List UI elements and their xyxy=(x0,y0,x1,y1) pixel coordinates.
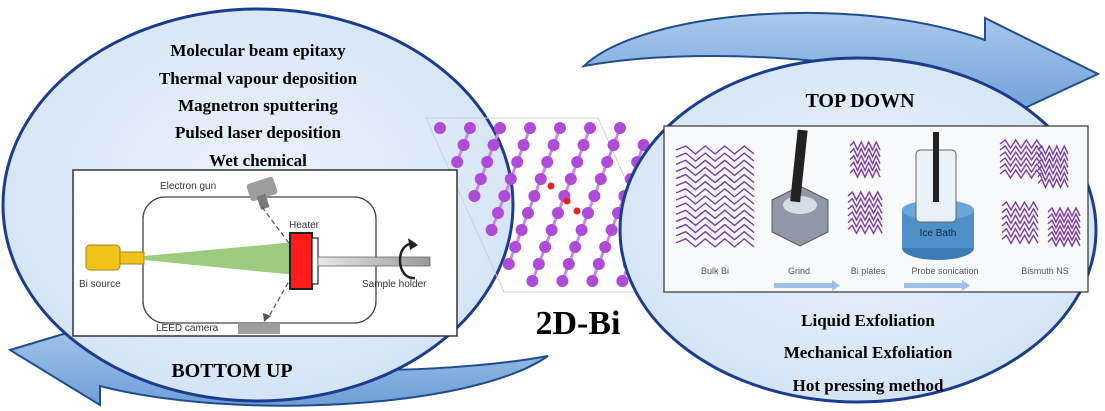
bi-plate-icon xyxy=(849,140,881,179)
bi-atom xyxy=(601,156,614,168)
bi-atom xyxy=(526,275,539,287)
defect-atom xyxy=(563,197,571,205)
top-cycle-arrow xyxy=(580,11,1101,120)
defect-atom xyxy=(573,207,581,215)
bi-atom xyxy=(571,156,584,168)
bi-atom xyxy=(434,122,446,134)
bi-atom xyxy=(582,207,594,219)
bi-atom xyxy=(545,224,558,236)
bi-atom xyxy=(556,275,569,287)
bi-atom xyxy=(481,156,494,168)
step-label-grind: Grind xyxy=(788,266,810,276)
mbe-apparatus: Electron gun Heater Bi source Sample hol… xyxy=(72,169,458,337)
bi-atom xyxy=(616,275,629,287)
grind-mortar-icon xyxy=(771,129,829,247)
bulk-bi-crystal-icon xyxy=(675,145,755,248)
bi-atom xyxy=(504,173,517,185)
bi-atom xyxy=(586,275,599,287)
bi-atom xyxy=(509,241,522,253)
top-down-title: TOP DOWN xyxy=(805,90,915,112)
bi-atom xyxy=(468,190,481,202)
step-label-probe-sonication: Probe sonication xyxy=(911,266,978,276)
step-label-bismuth-ns: Bismuth NS xyxy=(1021,266,1069,276)
method-thermal-vapour: Thermal vapour deposition xyxy=(159,69,358,88)
bi-atom xyxy=(474,173,487,185)
probe-sonication-beaker-icon: Ice Bath xyxy=(902,132,974,260)
bi-atom xyxy=(524,122,536,134)
bi-atom xyxy=(562,258,575,270)
bi-atom xyxy=(498,190,511,202)
method-liquid-exfoliation: Liquid Exfoliation xyxy=(801,311,935,330)
exfoliation-process-panel: Ice Bath Bulk Bi Grind Bi plates Probe s… xyxy=(663,125,1089,293)
step-arrow-2 xyxy=(904,283,962,288)
bi-source-icon xyxy=(85,244,145,271)
label-sample-holder: Sample holder xyxy=(362,279,427,290)
label-electron-gun: Electron gun xyxy=(160,181,216,192)
bi-atom xyxy=(607,139,620,151)
bismuthene-lattice xyxy=(425,117,677,293)
bi-atom xyxy=(588,190,601,202)
bi-atom xyxy=(564,173,577,185)
bi-atom xyxy=(532,258,545,270)
bi-atom xyxy=(517,139,530,151)
bi-atom xyxy=(594,173,607,185)
bi-atom xyxy=(539,241,552,253)
bi-atom xyxy=(547,139,560,151)
electron-gun-icon xyxy=(246,176,278,210)
bi-atom xyxy=(614,122,626,134)
bi-atom xyxy=(584,122,596,134)
bottom-up-title: BOTTOM UP xyxy=(171,360,292,382)
step-label-bulk-bi: Bulk Bi xyxy=(701,266,729,276)
bi-plate-icon xyxy=(847,190,883,235)
ice-bath-label: Ice Bath xyxy=(920,228,957,239)
step-label-bi-plates: Bi plates xyxy=(851,266,886,276)
method-mbe: Molecular beam epitaxy xyxy=(170,41,346,60)
sample-holder-rod xyxy=(317,256,431,267)
bi-atom xyxy=(637,139,650,151)
label-bi-source: Bi source xyxy=(79,279,121,290)
bi-atom xyxy=(487,139,500,151)
defect-atom xyxy=(547,182,555,190)
bottom-cycle-arrow xyxy=(7,318,549,407)
label-leed-camera: LEED camera xyxy=(156,323,219,334)
bi-atom xyxy=(575,224,588,236)
bi-atom xyxy=(554,122,566,134)
bi-atom xyxy=(485,224,498,236)
bismuth-ns-icon xyxy=(999,138,1043,180)
method-mechanical-exfoliation: Mechanical Exfoliation xyxy=(784,343,953,362)
bi-atom xyxy=(592,258,605,270)
bi-atom xyxy=(599,241,612,253)
bi-atom xyxy=(511,156,524,168)
bismuth-ns-icon xyxy=(1037,144,1069,189)
bi-atom xyxy=(605,224,618,236)
method-magnetron: Magnetron sputtering xyxy=(178,96,338,115)
bi-atom xyxy=(494,122,506,134)
center-title: 2D-Bi xyxy=(536,305,621,342)
bi-atom xyxy=(492,207,504,219)
bi-atom xyxy=(577,139,590,151)
bi-atom xyxy=(522,207,534,219)
bi-atom xyxy=(502,258,515,270)
bi-atom xyxy=(451,156,464,168)
label-heater: Heater xyxy=(289,220,320,231)
method-hot-pressing: Hot pressing method xyxy=(793,376,944,395)
bi-atom xyxy=(528,190,541,202)
heater-block xyxy=(289,232,313,290)
method-pulsed-laser: Pulsed laser deposition xyxy=(175,123,341,142)
bismuth-ns-icon xyxy=(1047,206,1081,248)
bi-beam xyxy=(144,242,296,275)
step-arrow-1 xyxy=(774,283,832,288)
bi-atom xyxy=(552,207,564,219)
bi-atom xyxy=(541,156,554,168)
bi-atom xyxy=(569,241,582,253)
bismuth-ns-icon xyxy=(1001,200,1039,245)
method-wet-chemical: Wet chemical xyxy=(209,151,307,170)
bi-atom xyxy=(457,139,470,151)
bi-atom xyxy=(534,173,547,185)
bi-atom xyxy=(464,122,476,134)
leed-camera-icon xyxy=(238,323,280,334)
bi-atom xyxy=(515,224,528,236)
